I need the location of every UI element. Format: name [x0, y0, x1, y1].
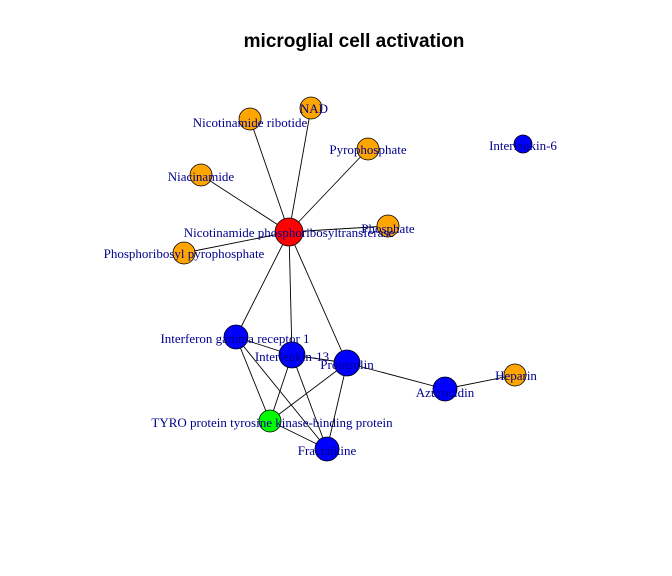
node-label-pho: Phosphate — [361, 221, 415, 236]
node-label-ifngr1: Interferon gamma receptor 1 — [160, 331, 309, 346]
edge-proins-frac — [326, 362, 348, 450]
node-label-nad: NAD — [300, 101, 328, 116]
node-pho — [376, 214, 400, 238]
node-layer — [172, 96, 533, 462]
node-npt — [274, 217, 304, 247]
node-aza — [432, 376, 458, 402]
edge-il13-frac — [291, 354, 328, 450]
node-ifngr1 — [223, 324, 249, 350]
node-label-il13: Interleukin-13 — [255, 349, 329, 364]
edge-npt-ifngr1 — [235, 231, 290, 338]
edge-layer — [183, 107, 516, 450]
edge-ifngr1-frac — [235, 336, 328, 450]
node-il13 — [278, 341, 306, 369]
node-label-ppi: Pyrophosphate — [329, 142, 407, 157]
label-layer: Nicotinamide phosphoribosyltransferase NA… — [104, 101, 558, 458]
node-label-hep: Heparin — [495, 368, 537, 383]
node-label-npt: Nicotinamide phosphoribosyltransferase — [184, 225, 395, 240]
node-label-frac: Fractalkine — [298, 443, 357, 458]
node-label-nia: Niacinamide — [168, 169, 235, 184]
edge-ifngr1-tyrobp — [235, 336, 271, 422]
node-label-il6: Interleukin-6 — [489, 138, 557, 153]
node-nmn — [238, 107, 262, 131]
node-label-nmn: Nicotinamide ribotide — [193, 115, 308, 130]
edge-npt-pho — [288, 225, 389, 233]
node-frac — [314, 436, 340, 462]
node-label-tyrobp: TYRO protein tyrosine kinase-binding pro… — [151, 415, 393, 430]
edge-npt-il13 — [288, 231, 293, 356]
node-nad — [299, 96, 323, 120]
diagram-title: microglial cell activation — [244, 31, 465, 52]
node-label-prpp: Phosphoribosyl pyrophosphate — [104, 246, 265, 261]
edge-npt-ppi — [288, 148, 369, 233]
node-tyrobp — [258, 409, 282, 433]
edge-npt-nad — [288, 107, 312, 233]
node-il6 — [513, 134, 533, 154]
edge-npt-nia — [200, 174, 290, 233]
node-ppi — [356, 137, 380, 161]
node-label-aza: Azurocidin — [416, 385, 475, 400]
edge-proins-tyrobp — [269, 362, 348, 422]
node-prpp — [172, 241, 196, 265]
edge-npt-prpp — [183, 231, 290, 254]
edge-npt-proins — [288, 231, 348, 364]
node-nia — [189, 163, 213, 187]
edge-npt-nmn — [249, 118, 290, 233]
node-label-proins: Proinsulin — [320, 357, 374, 372]
edge-proins-aza — [346, 362, 446, 390]
node-hep — [503, 363, 527, 387]
node-proins — [333, 349, 361, 377]
